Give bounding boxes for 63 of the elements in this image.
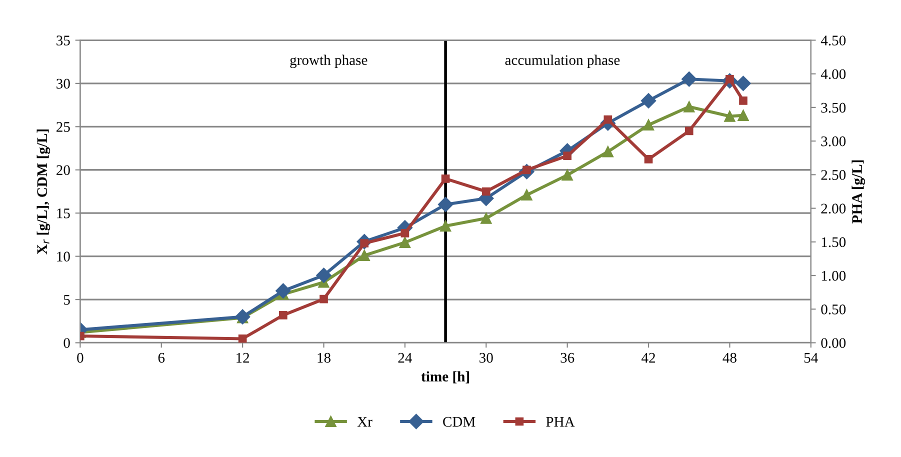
point xyxy=(724,110,736,122)
y-tick-label: 10 xyxy=(57,252,70,262)
point xyxy=(238,334,247,343)
point xyxy=(521,189,532,200)
y-axis-title: X$_{r}$ [g/L], CDM [g/L] xyxy=(36,129,50,254)
point xyxy=(739,96,748,105)
y2-tick-label: 0.50 xyxy=(821,304,846,314)
point xyxy=(482,187,490,196)
point xyxy=(602,146,614,158)
y-tick-label: 0 xyxy=(64,338,70,348)
x-tick-label: 36 xyxy=(560,352,574,363)
y-tick-label: 25 xyxy=(56,122,70,132)
x-axis-title: time [h] xyxy=(421,371,469,384)
x-tick-label: 18 xyxy=(318,352,330,363)
point xyxy=(682,72,697,87)
y2-tick-label: 2.00 xyxy=(821,204,846,214)
point xyxy=(738,110,749,121)
x-tick-label: 54 xyxy=(804,352,818,363)
point xyxy=(562,170,573,181)
x-tick-label: 30 xyxy=(480,352,493,363)
point xyxy=(399,236,411,248)
y2-tick-label: 1.50 xyxy=(822,237,846,248)
y-tick-label: 20 xyxy=(56,165,70,176)
x-tick-label: 0 xyxy=(77,352,84,363)
y2-tick-label: 3.50 xyxy=(821,102,846,113)
point xyxy=(440,220,452,232)
y-tick-label: 5 xyxy=(64,295,70,305)
y2-tick-label: 4.50 xyxy=(820,36,846,46)
point xyxy=(441,174,450,183)
x-tick-label: 12 xyxy=(236,352,250,363)
y2-tick-label: 2.50 xyxy=(821,170,846,180)
x-tick-label: 6 xyxy=(158,352,165,363)
y-tick-label: 15 xyxy=(57,208,70,218)
point xyxy=(320,294,328,304)
point xyxy=(642,119,654,130)
point xyxy=(276,283,291,298)
legend-label: CDM xyxy=(443,416,476,427)
point xyxy=(736,76,751,92)
point xyxy=(563,152,572,160)
legend-label: PHA xyxy=(546,416,575,427)
y-tick-label: 35 xyxy=(56,36,70,46)
point xyxy=(640,93,656,108)
annotation: accumulation phase xyxy=(505,54,620,68)
point xyxy=(316,268,332,283)
point xyxy=(438,196,454,212)
x-tick-label: 48 xyxy=(722,352,736,363)
y2-tick-label: 4.00 xyxy=(820,69,846,80)
legend-label: Xr xyxy=(357,417,372,427)
point xyxy=(400,229,410,238)
point xyxy=(480,212,492,224)
annotation: growth phase xyxy=(290,54,368,68)
x-tick-label: 42 xyxy=(642,352,656,363)
point xyxy=(278,311,288,320)
y-tick-label: 30 xyxy=(56,78,70,89)
x-tick-label: 24 xyxy=(398,352,412,363)
y2-axis-title: PHA [g/L] xyxy=(852,160,866,224)
point xyxy=(684,101,695,112)
y2-tick-label: 3.00 xyxy=(821,136,846,146)
y2-tick-label: 0.00 xyxy=(821,338,846,348)
point xyxy=(644,155,653,164)
y2-tick-label: 1.00 xyxy=(822,270,846,281)
point xyxy=(684,126,694,136)
point xyxy=(358,250,370,262)
